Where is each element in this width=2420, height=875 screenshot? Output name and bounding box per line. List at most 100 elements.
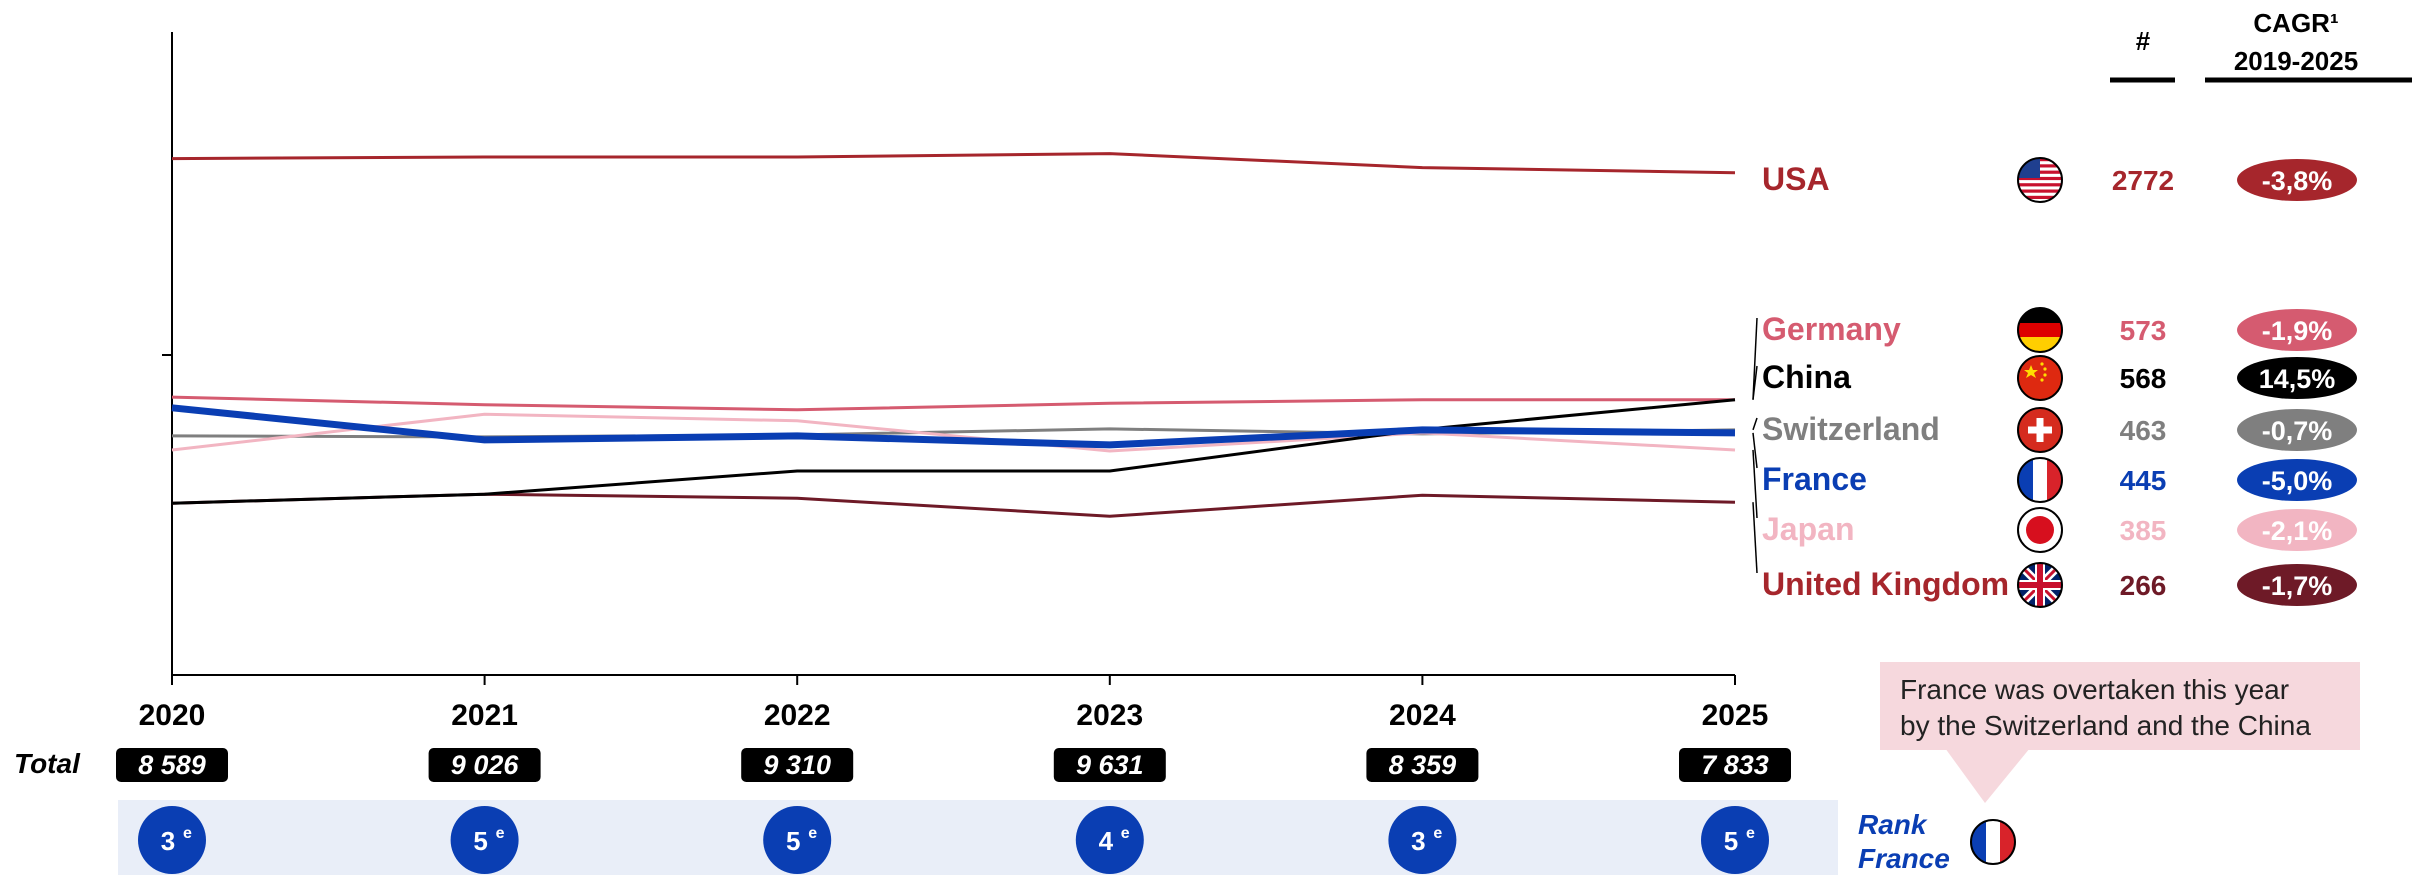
x-tick-label: 2023 — [1076, 699, 1143, 732]
count-value-france: 445 — [2120, 465, 2167, 496]
rank-suffix: e — [1746, 825, 1755, 842]
switzerland-flag-icon — [2017, 407, 2063, 453]
rank-value: 3 — [161, 826, 175, 856]
count-value-united-kingdom: 266 — [2120, 570, 2167, 601]
legend-connector-china — [1752, 365, 1758, 400]
cagr-pill-china — [2237, 357, 2357, 399]
callout-line2: by the Switzerland and the China — [1900, 710, 2311, 741]
germany-flag-icon — [2017, 307, 2063, 353]
cagr-value-switzerland: -0,7% — [2262, 416, 2333, 446]
x-tick-label: 2025 — [1702, 699, 1769, 732]
rank-value: 4 — [1099, 826, 1114, 856]
callout-line1: France was overtaken this year — [1900, 674, 2290, 705]
x-tick-label: 2024 — [1389, 699, 1456, 732]
rank-suffix: e — [808, 825, 817, 842]
count-value-china: 568 — [2120, 363, 2167, 394]
cagr-value-china: 14,5% — [2259, 364, 2336, 394]
total-badge: 8 359 — [1366, 748, 1479, 782]
cagr-value-germany: -1,9% — [2262, 316, 2333, 346]
cagr-pill-usa — [2237, 159, 2357, 201]
cagr-column-header-line1: CAGR¹ — [2253, 8, 2338, 38]
legend-label-japan: Japan — [1762, 511, 1854, 547]
total-value: 9 631 — [1076, 750, 1144, 780]
legend-connector-japan — [1752, 449, 1758, 519]
total-badge: 9 310 — [741, 748, 854, 782]
rank-band — [118, 800, 1838, 875]
cagr-column-header-line2: 2019-2025 — [2234, 46, 2358, 76]
japan-flag-icon — [2017, 507, 2063, 553]
rank-suffix: e — [496, 825, 505, 842]
total-value: 9 026 — [451, 750, 520, 780]
series-line-usa — [171, 152, 1736, 175]
total-value: 9 310 — [763, 750, 831, 780]
total-value: 8 589 — [138, 750, 206, 780]
legend-label-france: France — [1762, 461, 1867, 497]
total-badge: 7 833 — [1679, 748, 1791, 782]
cagr-pill-united-kingdom — [2237, 564, 2357, 606]
count-column-header: # — [2136, 26, 2151, 56]
series-line-france — [171, 404, 1736, 449]
total-label: Total — [14, 748, 81, 779]
y-axis — [162, 32, 173, 675]
series-line-germany — [171, 395, 1735, 412]
series-lines — [171, 152, 1736, 518]
legend-label-united-kingdom: United Kingdom — [1762, 566, 2009, 602]
rank-suffix: e — [1433, 825, 1442, 842]
legend: USA 2772 -3,8% Germany 573 -1,9% China 568 14,5%… — [1752, 157, 2357, 608]
x-tick-label: 2022 — [764, 699, 831, 732]
rank-value: 5 — [786, 826, 800, 856]
rank-value: 3 — [1411, 826, 1425, 856]
cagr-value-united-kingdom: -1,7% — [2262, 571, 2333, 601]
rank-label-line2: France — [1858, 843, 1950, 874]
x-tick-label: 2021 — [451, 699, 518, 732]
legend-connector-switzerland — [1752, 417, 1758, 431]
total-value: 7 833 — [1701, 750, 1769, 780]
total-badge: 8 589 — [116, 748, 228, 782]
table-header: # CAGR¹ 2019-2025 — [2110, 8, 2412, 83]
rank-value: 5 — [1724, 826, 1738, 856]
total-badge: 9 026 — [428, 748, 541, 782]
legend-label-germany: Germany — [1762, 311, 1901, 347]
count-value-usa: 2772 — [2112, 165, 2174, 196]
legend-label-usa: USA — [1762, 161, 1830, 197]
cagr-pill-germany — [2237, 309, 2357, 351]
legend-connector-france — [1752, 432, 1758, 469]
uk-flag-icon — [2017, 562, 2063, 608]
series-line-china — [171, 398, 1736, 505]
legend-label-switzerland: Switzerland — [1762, 411, 1940, 447]
callout-pointer — [1945, 748, 2030, 803]
rank-france-flag — [1970, 819, 2016, 865]
cagr-pill-switzerland — [2237, 409, 2357, 451]
cagr-value-japan: -2,1% — [2262, 516, 2333, 546]
cagr-pill-japan — [2237, 509, 2357, 551]
legend-connector-germany — [1752, 317, 1758, 400]
series-line-japan — [171, 412, 1736, 453]
legend-label-china: China — [1762, 359, 1851, 395]
total-badge: 9 631 — [1053, 748, 1166, 782]
rank-suffix: e — [1121, 825, 1130, 842]
china-flag-icon — [2017, 355, 2063, 401]
count-value-germany: 573 — [2120, 315, 2167, 346]
cagr-pill-france — [2237, 459, 2357, 501]
x-tick-label: 2020 — [139, 699, 206, 732]
callout-box: France was overtaken this year by the Sw… — [1880, 662, 2360, 750]
usa-flag-icon — [2017, 157, 2063, 203]
totals-row: 8 589 9 026 9 310 9 631 8 359 7 833 — [116, 748, 1791, 782]
count-value-japan: 385 — [2120, 515, 2167, 546]
france-flag-icon — [2017, 457, 2063, 503]
rank-suffix: e — [183, 825, 192, 842]
total-value: 8 359 — [1389, 750, 1457, 780]
rank-value: 5 — [473, 826, 487, 856]
legend-connector-united-kingdom — [1752, 502, 1758, 574]
count-value-switzerland: 463 — [2120, 415, 2167, 446]
cagr-value-usa: -3,8% — [2262, 166, 2333, 196]
cagr-value-france: -5,0% — [2262, 466, 2333, 496]
